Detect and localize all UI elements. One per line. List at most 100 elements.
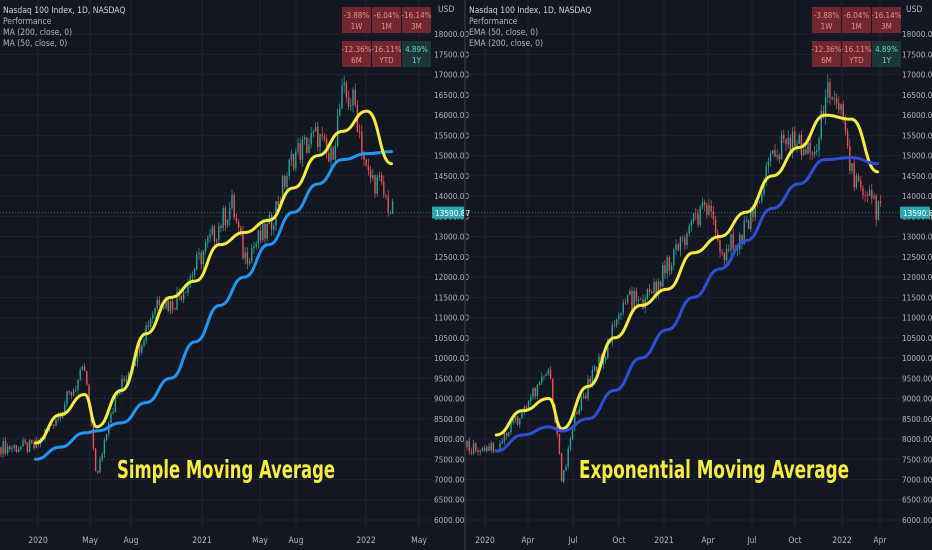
candle-body [710,205,712,212]
y-tick-label: 6500.00 [902,495,932,505]
candle-body [147,325,150,327]
price-tag-box [432,206,464,219]
candle-body [820,110,822,139]
candle-body [389,212,392,214]
price-axis[interactable]: USD 6000.00 6500.00 7000.00 7500.00 8000.00 85… [900,5,932,525]
x-tick-label: Apr [873,536,887,546]
ma-line-ma-50-close-0- [34,109,393,445]
candle-body [13,445,15,448]
candle-body [811,152,814,155]
candle-body [783,134,785,139]
candle-body [284,176,286,187]
candle-body [218,226,220,241]
indicator-label[interactable]: EMA (50, close, 0) [469,28,538,38]
candle-body [141,346,143,353]
candle-body [152,314,154,319]
y-tick-label: 9500.00 [902,373,932,383]
candle-body [809,142,811,153]
candle-body [231,194,233,208]
candle-body [112,411,114,414]
candle-body [259,230,262,241]
indicator-label[interactable]: EMA (200, close, 0) [469,39,543,49]
candle-body [794,131,796,147]
x-tick-label: 2022 [356,536,376,546]
candle-body [664,264,666,274]
candle-body [116,394,119,396]
candle-body [88,384,90,408]
x-tick-label: Aug [289,536,304,546]
candle-body [684,238,686,246]
chart-panel-2: USD 6000.00 6500.00 7000.00 7500.00 8000.00 85… [466,0,932,546]
candle-body [778,155,781,160]
candle-body [574,412,576,428]
candle-body [824,97,827,118]
candle-body [580,397,583,410]
candle-body [530,397,532,401]
candle-body [292,153,295,169]
x-tick-label: 2020 [28,536,48,546]
indicator-label[interactable]: MA (200, close, 0) [3,28,72,38]
candle-body [538,382,541,385]
candle-body [477,450,479,453]
candle-body [532,388,534,398]
candle-body [297,143,299,152]
candle-body [582,395,585,398]
y-tick-label: 17000.00 [434,70,469,80]
y-tick-label: 17500.00 [902,49,932,59]
candle-body [237,221,240,228]
candle-body [185,292,187,294]
y-tick-label: 14500.00 [434,171,469,181]
candle-body [387,196,389,214]
time-axis[interactable]: 2020 May Aug 2021 May Aug 2022 May [28,536,427,546]
candle-body [97,471,99,473]
candle-body [358,131,361,133]
candle-body [765,166,767,183]
x-tick-label: 2020 [475,536,495,546]
candle-body [81,366,84,370]
candle-body [556,422,558,434]
candle-body [9,446,11,449]
indicator-label[interactable]: Performance [3,17,52,27]
candle-body [690,221,693,227]
candle-body [745,220,748,222]
candle-body [598,356,600,372]
candle-body [708,205,710,215]
performance-value: -16.11% [841,45,871,54]
performance-period: 1Y [412,56,422,65]
legend: Nasdaq 100 Index, 1D, NASDAQPerformanceM… [3,6,125,49]
candle-body [11,447,13,449]
candle-body [470,451,473,454]
y-tick-label: 16000.00 [902,110,932,120]
candle-body [728,249,730,251]
y-tick-label: 11000.00 [902,313,932,323]
candle-body [853,163,855,188]
x-tick-label: Apr [521,536,535,546]
time-axis[interactable]: 2020 Apr Jul Oct 2021 Apr Jul Oct 2022 Apr [475,536,887,546]
candle-body [363,154,365,160]
candle-body [510,422,512,433]
candle-body [706,204,708,215]
candle-body [328,152,330,162]
indicator-label[interactable]: MA (50, close, 0) [3,39,67,49]
candle-body [596,366,598,372]
candle-body [229,207,231,220]
candle-body [587,378,589,399]
candle-body [862,187,864,196]
candle-body [604,357,607,361]
price-axis[interactable]: USD 6000.00 6500.00 7000.00 7500.00 8000.00 85… [432,5,470,525]
candle-body [77,379,79,390]
candle-body [2,441,4,455]
candle-body [189,276,191,283]
candle-body [730,234,732,251]
candle-body [688,226,690,234]
candle-body [492,442,495,452]
candle-body [211,226,213,235]
candle-body [277,201,279,206]
candle-body [350,105,352,107]
indicator-label[interactable]: Performance [469,17,518,27]
candle-body [240,227,242,232]
candle-body [248,261,251,264]
candle-body [244,252,246,259]
candle-body [222,208,224,228]
y-tick-label: 17500.00 [434,49,469,59]
